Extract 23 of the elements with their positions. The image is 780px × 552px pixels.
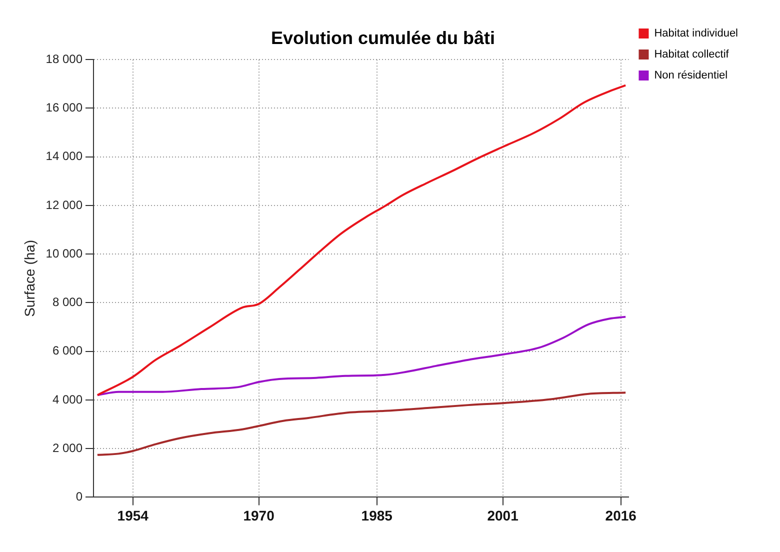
line-series (96, 392, 627, 456)
legend-label: Non résidentiel (654, 70, 728, 82)
line-series (96, 84, 627, 396)
y-tick-label: 14 000 (46, 149, 83, 164)
y-tick-label: 16 000 (46, 100, 83, 115)
y-tick-label: 4 000 (52, 392, 83, 406)
x-tick-label: 2016 (605, 507, 637, 524)
x-tick-label: 1985 (361, 507, 393, 524)
x-tick-label: 2001 (487, 507, 519, 524)
y-tick-label: 18 000 (46, 52, 83, 66)
y-tick-label: 12 000 (46, 198, 83, 212)
y-tick-label: 10 000 (46, 246, 83, 260)
y-tick-label: 8 000 (52, 295, 83, 310)
x-tick-label: 1970 (243, 507, 275, 524)
legend-label: Habitat collectif (654, 48, 730, 61)
y-tick-label: 6 000 (52, 344, 83, 358)
x-tick-label: 1954 (117, 507, 149, 524)
legend-label: Habitat individuel (654, 28, 738, 40)
chart-title: Evolution cumulée du bâti (270, 28, 496, 48)
line-series (96, 316, 627, 396)
y-axis-title: Surface (ha) (21, 240, 38, 317)
y-tick-label: 2 000 (52, 440, 83, 455)
y-tick-label: 0 (76, 490, 83, 504)
